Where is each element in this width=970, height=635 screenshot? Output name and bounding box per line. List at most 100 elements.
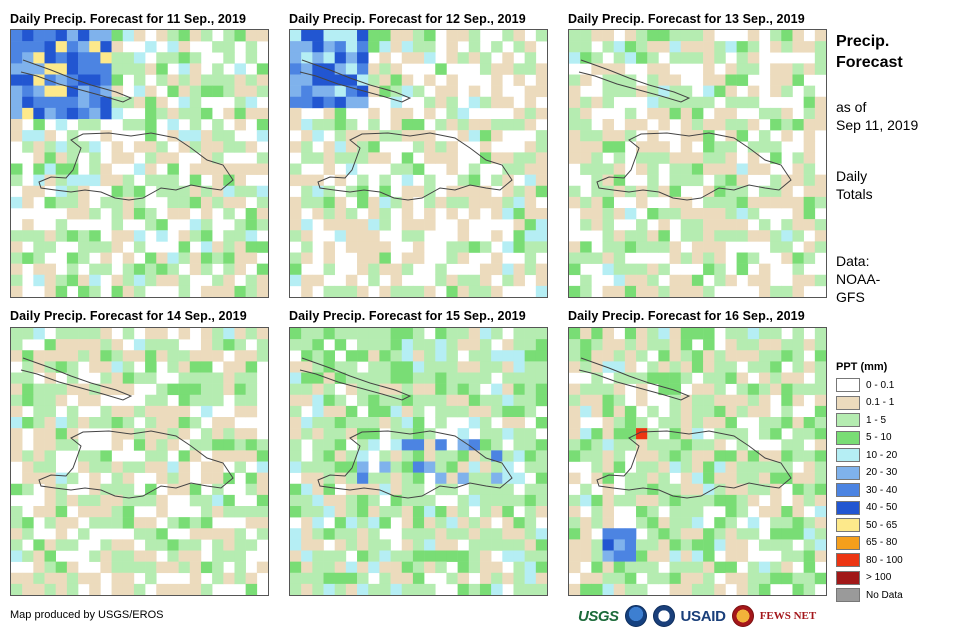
precip-cell: [55, 174, 68, 187]
precip-cell: [133, 461, 146, 473]
precip-cell: [524, 185, 537, 198]
precip-cell: [691, 506, 704, 518]
precip-cell: [111, 372, 124, 384]
precip-cell: [624, 539, 637, 551]
precip-cell: [200, 361, 213, 373]
precip-cell: [122, 52, 135, 64]
precip-cell: [658, 450, 670, 462]
precip-cell: [301, 285, 313, 297]
precip-cell: [602, 417, 614, 429]
precip-cell: [491, 328, 503, 340]
precip-cell: [167, 41, 179, 53]
precip-cell: [334, 394, 347, 407]
precip-cell: [368, 494, 380, 507]
precip-cell: [390, 394, 403, 407]
precip-cell: [89, 174, 101, 187]
precip-cell: [368, 583, 380, 595]
precip-cell: [412, 394, 425, 407]
precip-cell: [636, 428, 648, 440]
precip-cell: [368, 107, 380, 120]
precip-cell: [412, 252, 425, 264]
precip-cell: [290, 252, 302, 264]
precip-cell: [591, 219, 603, 231]
precip-cell: [11, 263, 23, 276]
precip-cell: [803, 107, 816, 120]
precip-cell: [502, 517, 514, 529]
precip-cell: [212, 572, 224, 585]
precip-cell: [747, 152, 760, 164]
precip-cell: [345, 405, 358, 418]
precip-cell: [234, 394, 246, 407]
precip-cell: [234, 85, 246, 98]
precip-cell: [535, 30, 547, 42]
precip-cell: [245, 274, 258, 287]
precip-cell: [468, 439, 481, 451]
precip-cell: [89, 583, 101, 595]
precip-cell: [736, 483, 749, 496]
precip-cell: [703, 30, 715, 42]
precip-cell: [580, 208, 592, 220]
precip-cell: [680, 517, 693, 529]
precip-cell: [122, 285, 135, 297]
precip-cell: [78, 450, 90, 462]
precip-cell: [736, 506, 749, 518]
precip-cell: [223, 539, 235, 551]
precip-cell: [814, 52, 826, 64]
precip-cell: [691, 350, 704, 362]
precip-cell: [535, 285, 547, 297]
precip-cell: [602, 285, 614, 297]
precip-cell: [758, 428, 771, 440]
precip-cell: [334, 550, 347, 562]
precip-cell: [770, 63, 782, 75]
precip-cell: [636, 372, 648, 384]
precip-cell: [11, 52, 23, 64]
precip-cell: [803, 252, 816, 264]
logos-bar: USGS USAID FEWS NET: [578, 603, 816, 629]
precip-cell: [502, 196, 514, 209]
precip-cell: [524, 52, 537, 64]
cuba-coastline: [20, 357, 133, 401]
precip-cell: [89, 361, 101, 373]
precip-cell: [368, 361, 380, 373]
precip-cell: [345, 130, 358, 142]
precip-cell: [178, 472, 191, 485]
precip-cell: [167, 561, 179, 574]
precip-cell: [78, 274, 90, 287]
precip-cell: [111, 483, 124, 496]
fews-net-logo: FEWS NET: [759, 610, 817, 622]
precip-cell: [636, 274, 648, 287]
precip-cell: [412, 130, 425, 142]
precip-cell: [624, 230, 637, 242]
precip-cell: [133, 196, 146, 209]
precip-cell: [390, 41, 403, 53]
precip-cell: [145, 263, 157, 276]
precip-cell: [580, 450, 592, 462]
precip-cell: [22, 74, 34, 86]
precip-cell: [680, 41, 693, 53]
precip-cell: [390, 417, 403, 429]
precip-cell: [368, 74, 380, 86]
precip-cell: [580, 74, 592, 86]
precip-cell: [290, 561, 302, 574]
precip-cell: [803, 428, 816, 440]
precip-cell: [479, 372, 492, 384]
precip-cell: [747, 30, 760, 42]
precip-cell: [122, 550, 135, 562]
precip-cell: [100, 383, 112, 396]
precip-cell: [145, 350, 157, 362]
precip-cell: [479, 461, 492, 473]
precip-cell: [569, 439, 581, 451]
legend-swatch: [836, 413, 860, 427]
precip-cell: [245, 361, 258, 373]
precip-cell: [569, 285, 581, 297]
precip-cell: [178, 141, 191, 153]
precip-cell: [758, 405, 771, 418]
precip-cell: [189, 583, 202, 595]
precip-cell: [368, 417, 380, 429]
precip-cell: [412, 428, 425, 440]
precip-cell: [513, 30, 525, 42]
precip-cell: [502, 428, 514, 440]
precip-cell: [569, 450, 581, 462]
precip-cell: [446, 163, 458, 175]
precip-cell: [390, 130, 403, 142]
